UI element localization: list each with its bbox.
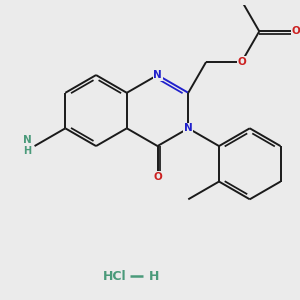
Text: O: O <box>292 26 300 36</box>
Text: O: O <box>237 57 246 67</box>
Text: N: N <box>153 70 162 80</box>
Text: N: N <box>184 123 193 133</box>
Text: HCl: HCl <box>103 270 126 283</box>
Text: O: O <box>153 172 162 182</box>
Text: H: H <box>149 270 159 283</box>
Text: H: H <box>23 146 31 156</box>
Text: N: N <box>23 135 32 145</box>
